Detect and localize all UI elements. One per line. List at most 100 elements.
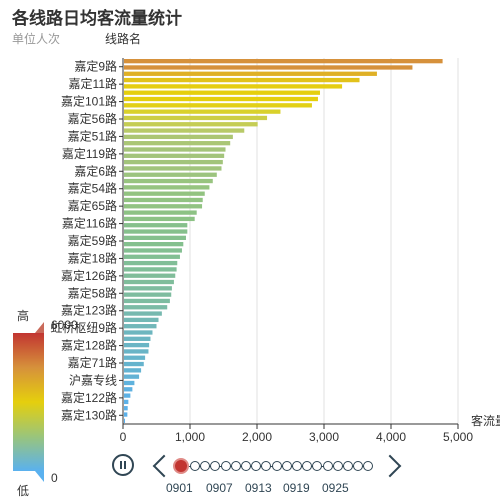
bar bbox=[124, 185, 210, 190]
timeline-dot[interactable] bbox=[353, 461, 364, 471]
pause-button[interactable] bbox=[112, 454, 134, 476]
timeline-label[interactable]: 0901 bbox=[166, 481, 193, 495]
next-icon[interactable] bbox=[378, 454, 402, 478]
visualmap-top-handle[interactable] bbox=[35, 322, 44, 333]
bar bbox=[124, 84, 343, 89]
y-tick-label: 嘉定56路 bbox=[68, 111, 117, 126]
bar bbox=[124, 197, 203, 203]
bar bbox=[124, 65, 413, 70]
timeline-current-marker[interactable] bbox=[173, 458, 189, 474]
bar bbox=[124, 279, 174, 285]
timeline-dot[interactable] bbox=[343, 461, 353, 471]
x-tick-label: 1,000 bbox=[175, 430, 205, 444]
y-tick-label: 嘉定6路 bbox=[74, 163, 117, 178]
bar bbox=[124, 342, 150, 348]
bar bbox=[124, 153, 225, 158]
y-tick-label: 沪嘉专线 bbox=[69, 372, 117, 387]
bar bbox=[124, 330, 153, 335]
x-tick-label: 2,000 bbox=[242, 430, 272, 444]
timeline-dot[interactable] bbox=[271, 461, 282, 471]
y-tick-label: 嘉定122路 bbox=[61, 390, 117, 405]
timeline-dot[interactable] bbox=[210, 461, 221, 471]
bar bbox=[124, 90, 320, 95]
bar bbox=[124, 122, 258, 127]
bar bbox=[124, 349, 149, 354]
y-tick-label: 嘉定58路 bbox=[68, 285, 117, 300]
bar bbox=[124, 418, 126, 423]
y-tick-label: 嘉定71路 bbox=[68, 355, 117, 370]
visualmap-gradient-bar[interactable] bbox=[13, 333, 44, 471]
y-tick-label: 虹桥枢纽9路 bbox=[50, 320, 117, 335]
timeline-dot[interactable] bbox=[190, 461, 200, 471]
x-tick-label: 5,000 bbox=[443, 430, 473, 444]
visualmap-bottom-handle[interactable] bbox=[35, 471, 44, 482]
timeline-dot[interactable] bbox=[241, 461, 251, 471]
bar bbox=[124, 368, 142, 373]
timeline-label[interactable]: 0919 bbox=[283, 481, 310, 495]
y-tick-label: 嘉定101路 bbox=[61, 94, 117, 109]
bar bbox=[124, 223, 188, 228]
x-tick-label: 0 bbox=[120, 430, 127, 444]
visualmap-max-value: 6000 bbox=[51, 318, 78, 332]
timeline-dot[interactable] bbox=[332, 461, 343, 471]
bar bbox=[124, 172, 217, 177]
timeline-dot[interactable] bbox=[220, 461, 231, 471]
bar bbox=[124, 248, 182, 253]
visualmap-low-label: 低 bbox=[17, 484, 30, 498]
bar bbox=[124, 134, 233, 140]
y-tick-label: 嘉定116路 bbox=[62, 216, 117, 231]
timeline-dot[interactable] bbox=[292, 461, 302, 471]
y-tick-label: 嘉定119路 bbox=[62, 146, 117, 161]
bar bbox=[124, 191, 205, 196]
bar bbox=[124, 305, 168, 310]
y-tick-label: 嘉定123路 bbox=[61, 303, 117, 318]
previous-icon[interactable] bbox=[152, 454, 176, 478]
bar bbox=[124, 96, 318, 102]
timeline-dot[interactable] bbox=[302, 461, 313, 471]
timeline-label[interactable]: 0907 bbox=[206, 481, 233, 495]
bar bbox=[124, 71, 377, 76]
y-tick-label: 嘉定11路 bbox=[69, 76, 117, 91]
bar bbox=[124, 210, 197, 215]
bar bbox=[124, 380, 135, 386]
bar bbox=[124, 229, 188, 234]
timeline-dot[interactable] bbox=[281, 461, 292, 471]
bar bbox=[124, 141, 231, 146]
timeline-dot[interactable] bbox=[312, 461, 323, 471]
bar bbox=[124, 235, 186, 240]
timeline-label[interactable]: 0913 bbox=[245, 481, 272, 495]
y-tick-label: 嘉定128路 bbox=[61, 338, 117, 353]
bar bbox=[124, 260, 178, 266]
bar bbox=[124, 355, 146, 360]
bar bbox=[124, 412, 128, 417]
bar bbox=[124, 286, 172, 291]
chart-subtitle: 单位人次 bbox=[12, 32, 61, 46]
y-tick-label: 嘉定130路 bbox=[61, 407, 117, 422]
visualmap-high-label: 高 bbox=[17, 309, 30, 323]
bar bbox=[124, 387, 133, 392]
bar bbox=[124, 159, 223, 165]
y-tick-label: 嘉定126路 bbox=[61, 268, 117, 283]
timeline-dot[interactable] bbox=[230, 461, 241, 471]
bar bbox=[124, 242, 184, 247]
bar bbox=[124, 254, 180, 259]
chart-title: 各线路日均客流量统计 bbox=[12, 9, 182, 28]
bar bbox=[124, 128, 245, 133]
bar bbox=[124, 399, 129, 405]
timeline-dot[interactable] bbox=[322, 461, 333, 471]
timeline-label[interactable]: 0925 bbox=[322, 481, 349, 495]
visualmap-min-value: 0 bbox=[51, 471, 58, 485]
timeline-dot[interactable] bbox=[251, 461, 262, 471]
timeline-dot[interactable] bbox=[363, 461, 374, 471]
y-tick-label: 嘉定9路 bbox=[74, 59, 117, 74]
y-tick-label: 嘉定59路 bbox=[68, 233, 117, 248]
timeline-dot[interactable] bbox=[200, 461, 211, 471]
bar bbox=[124, 317, 159, 323]
x-tick-label: 3,000 bbox=[309, 430, 339, 444]
bar bbox=[124, 103, 312, 108]
bar bbox=[124, 267, 177, 272]
bar bbox=[124, 216, 195, 222]
timeline-dot[interactable] bbox=[261, 461, 272, 471]
bar bbox=[124, 59, 443, 64]
